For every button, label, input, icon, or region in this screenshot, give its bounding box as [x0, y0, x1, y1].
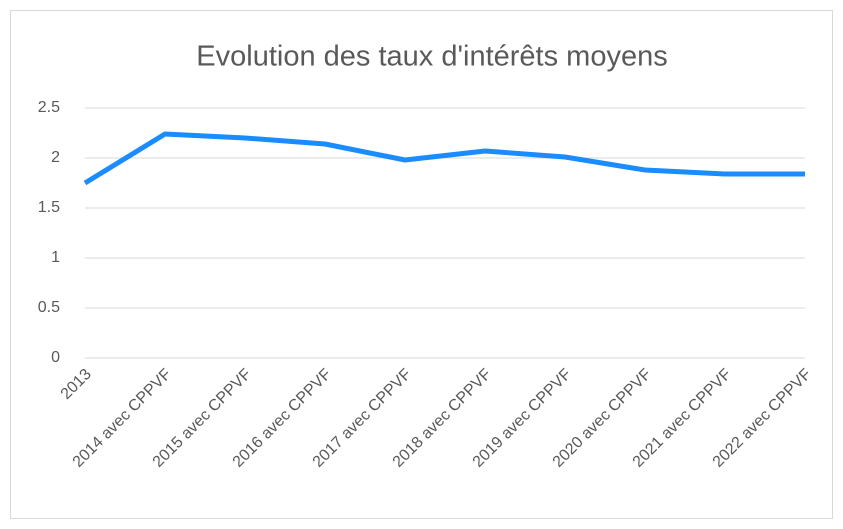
chart-frame [10, 10, 833, 519]
chart-title: Evolution des taux d'intérêts moyens [196, 41, 667, 73]
line-series [83, 131, 805, 186]
y-tick-label: 0 [51, 349, 60, 366]
y-tick-label: 1.5 [38, 199, 60, 216]
y-tick-label: 2.5 [38, 99, 60, 116]
y-tick-label: 0.5 [38, 299, 60, 316]
y-tick-label: 2 [51, 149, 60, 166]
y-tick-label: 1 [51, 249, 60, 266]
